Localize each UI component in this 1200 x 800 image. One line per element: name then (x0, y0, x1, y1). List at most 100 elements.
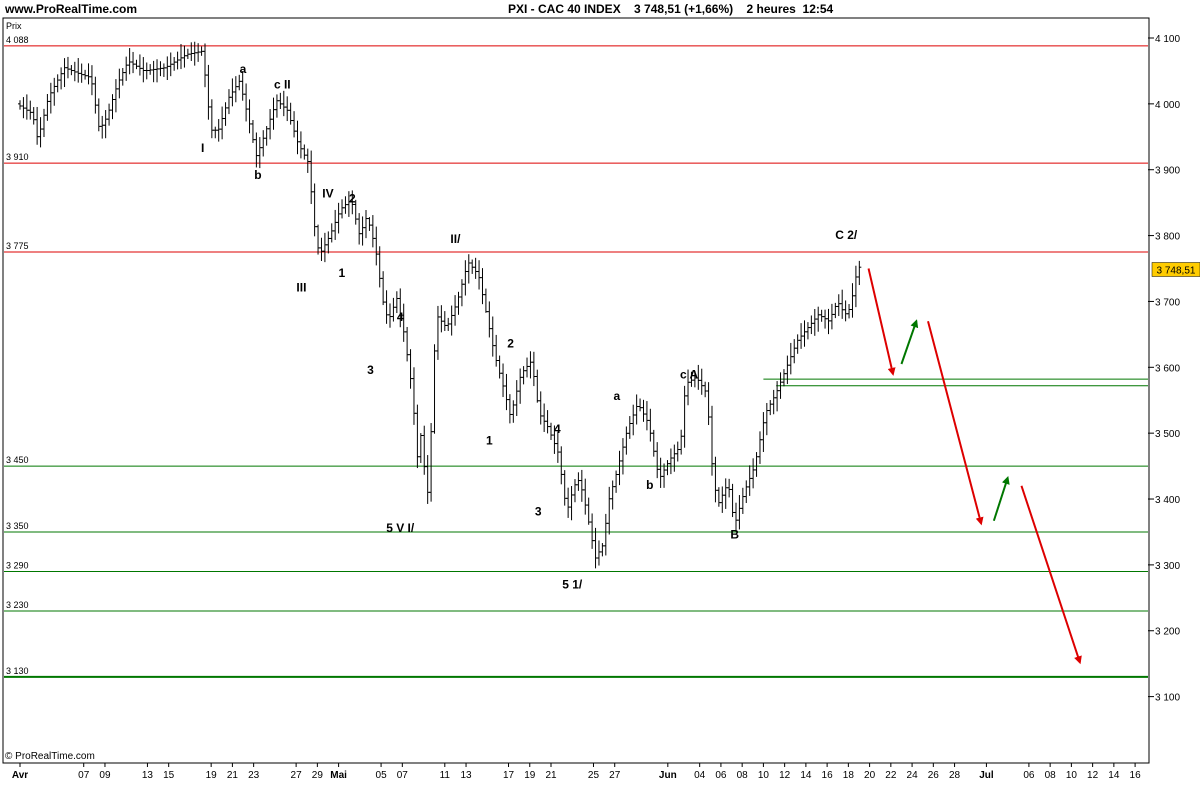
x-tick-label: 26 (928, 770, 940, 781)
y-tick-label: 4 100 (1155, 34, 1180, 45)
wave-label: 1 (338, 266, 345, 280)
price-bars (18, 41, 862, 569)
wave-label: C 2/ (835, 228, 858, 242)
wave-label: b (646, 478, 653, 492)
x-tick-label: 06 (1023, 770, 1035, 781)
timeframe: 2 heures (746, 2, 796, 16)
green-level-label: 3 230 (6, 600, 29, 610)
wave-label: II/ (450, 232, 461, 246)
x-tick-label: 11 (440, 770, 451, 781)
wave-label: 3 (367, 363, 374, 377)
x-tick-label: 14 (800, 770, 812, 781)
wave-label: 2 (507, 337, 514, 351)
x-tick-label: 19 (524, 770, 536, 781)
price-change: (+1,66%) (684, 2, 734, 16)
y-tick-label: 3 300 (1155, 561, 1180, 572)
green-level-label: 3 350 (6, 521, 29, 531)
forecast-arrows (867, 268, 1082, 665)
forecast-arrow-up (900, 319, 919, 365)
wave-label: III (296, 281, 306, 295)
x-tick-label: Jul (979, 770, 994, 781)
x-tick-label: 27 (291, 770, 303, 781)
x-tick-label: 23 (248, 770, 260, 781)
x-tick-label: 19 (206, 770, 218, 781)
x-tick-label: 21 (545, 770, 557, 781)
x-tick-label: 18 (843, 770, 855, 781)
y-tick-label: 3 100 (1155, 693, 1180, 704)
x-tick-label: 12 (1087, 770, 1099, 781)
x-tick-label: 06 (715, 770, 727, 781)
site-url[interactable]: www.ProRealTime.com (5, 2, 138, 16)
x-tick-label: 15 (163, 770, 175, 781)
x-tick-label: 27 (609, 770, 621, 781)
instrument-name: PXI - CAC 40 INDEX (508, 2, 621, 16)
x-tick-label: 29 (312, 770, 324, 781)
last-price-text: 3 748,51 (634, 2, 681, 16)
forecast-arrow-down (1020, 485, 1082, 665)
x-tick-label: 13 (460, 770, 472, 781)
x-tick-label: 08 (737, 770, 749, 781)
y-tick-label: 3 800 (1155, 232, 1180, 243)
x-tick-label: 07 (78, 770, 90, 781)
last-price-badge (1151, 262, 1200, 277)
x-tick-label: 05 (376, 770, 388, 781)
wave-label: IV (322, 186, 333, 200)
wave-label: 1 (486, 433, 493, 447)
wave-label: a (240, 62, 247, 76)
plot-frame (2, 17, 1150, 764)
green-level-label: 3 130 (6, 666, 29, 676)
x-tick-label: 14 (1108, 770, 1120, 781)
y-axis-title: Prix (6, 21, 22, 31)
x-tick-label: 16 (822, 770, 834, 781)
x-tick-label: Jun (659, 770, 677, 781)
y-tick-label: 4 000 (1155, 100, 1180, 111)
green-level-label: 3 290 (6, 560, 29, 570)
red-level-label: 3 775 (6, 241, 29, 251)
x-tick-label: 22 (885, 770, 897, 781)
wave-label: c II (274, 78, 291, 92)
wave-label: a (614, 389, 621, 403)
x-tick-label: 25 (588, 770, 600, 781)
x-tick-label: 13 (142, 770, 154, 781)
y-tick-label: 3 600 (1155, 363, 1180, 374)
copyright-text: © ProRealTime.com (5, 751, 95, 762)
wave-label: 2 (349, 192, 356, 206)
forecast-arrow-up (992, 476, 1010, 522)
x-tick-label: Avr (12, 770, 28, 781)
wave-label: 5 V I/ (386, 521, 415, 535)
y-tick-label: 3 200 (1155, 627, 1180, 638)
x-tick-label: 10 (758, 770, 770, 781)
x-tick-label: 04 (694, 770, 706, 781)
wave-label: I (201, 141, 204, 155)
wave-label: c A (680, 367, 699, 381)
x-tick-label: 12 (779, 770, 791, 781)
x-tick-label: 10 (1066, 770, 1078, 781)
x-tick-label: 28 (949, 770, 961, 781)
wave-label: 3 (535, 504, 542, 518)
x-tick-label: 07 (397, 770, 409, 781)
green-level-label: 3 450 (6, 455, 29, 465)
wave-label: B (730, 528, 739, 542)
wave-label: 4 (397, 310, 404, 324)
x-axis: Avr 07 09 13 15 19 21 23 27 29 Mai 05 07 11 13 17 19 21 25… (12, 763, 1141, 781)
y-tick-label: 3 700 (1155, 297, 1180, 308)
forecast-arrow-down (927, 320, 984, 526)
y-tick-label: 3 500 (1155, 429, 1180, 440)
wave-labels: a c II Ib IV 2 II/1 III 4 2 3 c A a 4 1 b 3 5 V I/B 5 1/C… (201, 62, 858, 592)
y-tick-label: 3 400 (1155, 495, 1180, 506)
last-price-label: 3 748,51 (1157, 265, 1196, 276)
x-tick-label: 20 (864, 770, 876, 781)
red-level-label: 4 088 (6, 35, 29, 45)
wave-label: 4 (554, 422, 561, 436)
x-tick-label: Mai (330, 770, 347, 781)
forecast-arrow-down (867, 268, 896, 376)
y-tick-label: 3 900 (1155, 166, 1180, 177)
wave-label: b (254, 168, 261, 182)
x-tick-label: 17 (503, 770, 515, 781)
y-axis: 4 100 4 000 3 900 3 800 3 700 3 600 3 500 3 400… (1148, 34, 1200, 704)
x-tick-label: 21 (227, 770, 239, 781)
chart-header: PXI - CAC 40 INDEX 3 748,51 (+1,66%) 2 h… (508, 2, 833, 16)
x-tick-label: 16 (1130, 770, 1142, 781)
wave-label: 5 1/ (562, 578, 583, 592)
